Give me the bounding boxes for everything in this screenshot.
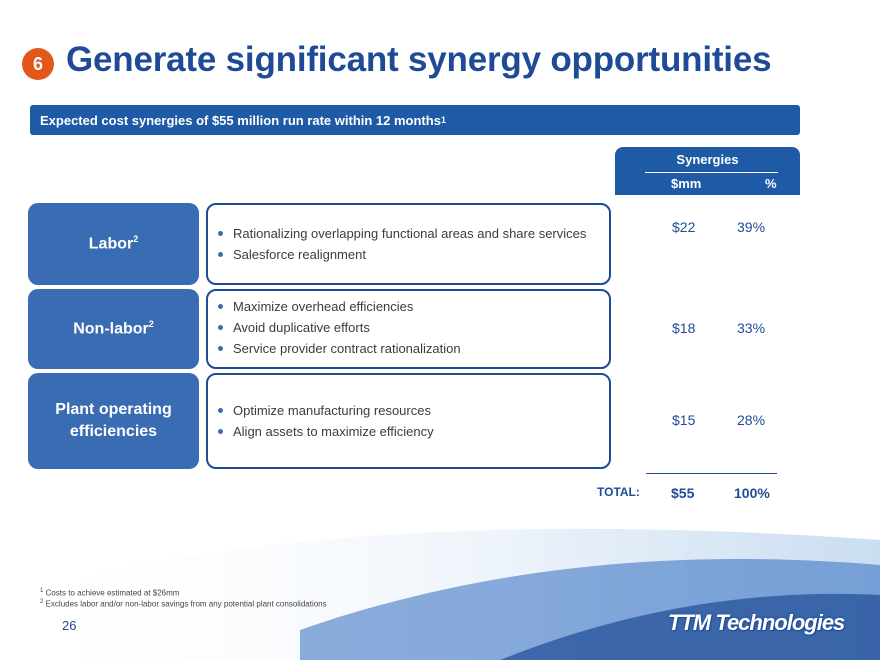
non-labor-pct-value: 33% — [737, 320, 766, 336]
page-title: Generate significant synergy opportuniti… — [66, 40, 772, 79]
labor-bullet-box: Rationalizing overlapping functional are… — [206, 203, 611, 285]
category-plant-operating-efficiencies: Plant operating efficiencies — [28, 373, 199, 469]
non-labor-bullet-box: Maximize overhead efficiencies Avoid dup… — [206, 289, 611, 369]
footnote-ref: 2 — [148, 319, 154, 330]
bullet-icon — [218, 252, 223, 257]
footnote-1: 1 Costs to achieve estimated at $26mm — [40, 588, 180, 598]
category-label-line2: efficiencies — [69, 423, 158, 440]
footnote-2: 2 Excludes labor and/or non-labor saving… — [40, 599, 327, 609]
list-item: Optimize manufacturing resources — [218, 400, 434, 421]
list-item: Rationalizing overlapping functional are… — [218, 223, 586, 244]
bullet-icon — [218, 429, 223, 434]
bullet-icon — [218, 408, 223, 413]
summary-banner: Expected cost synergies of $55 million r… — [30, 105, 800, 135]
plant-bullet-box: Optimize manufacturing resources Align a… — [206, 373, 611, 469]
section-number-badge: 6 — [22, 48, 54, 80]
bullet-icon — [218, 346, 223, 351]
plant-pct-value: 28% — [737, 412, 766, 428]
category-labor: Labor2 — [28, 203, 199, 285]
footnote-ref: 2 — [133, 234, 139, 245]
category-label: Non-labor — [73, 320, 149, 338]
banner-text: Expected cost synergies of $55 million r… — [40, 112, 441, 128]
pct-column-header: % — [765, 176, 777, 191]
total-mm-value: $55 — [671, 485, 695, 501]
synergies-title: Synergies — [676, 152, 739, 167]
background-swoosh — [0, 528, 880, 660]
list-item: Service provider contract rationalizatio… — [218, 338, 461, 359]
list-item: Salesforce realignment — [218, 244, 586, 265]
list-item: Avoid duplicative efforts — [218, 317, 461, 338]
total-divider — [646, 473, 777, 474]
bullet-icon — [218, 231, 223, 236]
non-labor-mm-value: $18 — [672, 320, 696, 336]
category-non-labor: Non-labor2 — [28, 289, 199, 369]
page-number: 26 — [62, 618, 77, 633]
header-divider — [645, 172, 778, 173]
list-item: Maximize overhead efficiencies — [218, 296, 461, 317]
total-pct-value: 100% — [734, 485, 770, 501]
bullet-icon — [218, 304, 223, 309]
bullet-icon — [218, 325, 223, 330]
labor-mm-value: $22 — [672, 219, 696, 235]
category-label: Labor — [88, 235, 134, 253]
category-label-line1: Plant operating — [55, 401, 172, 419]
company-logo: TTM Technologies — [668, 610, 845, 635]
list-item: Align assets to maximize efficiency — [218, 421, 434, 442]
mm-column-header: $mm — [671, 176, 702, 191]
plant-mm-value: $15 — [672, 412, 696, 428]
synergies-header: Synergies $mm % — [615, 147, 800, 195]
banner-footnote-ref: 1 — [440, 115, 446, 125]
labor-pct-value: 39% — [737, 219, 766, 235]
total-label: TOTAL: — [597, 485, 640, 499]
